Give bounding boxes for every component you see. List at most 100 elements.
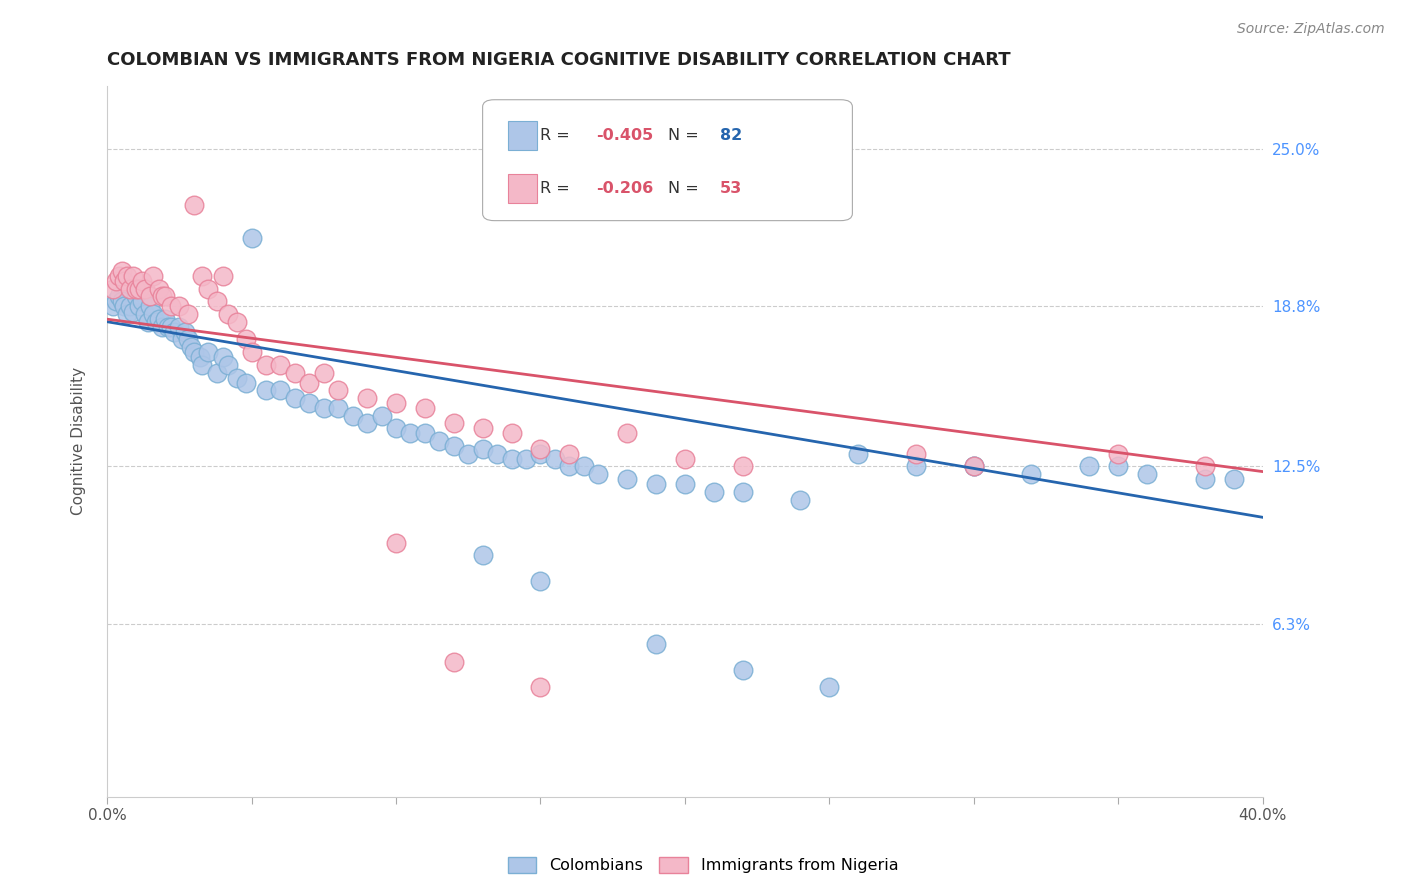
Point [142,307,165,321]
Point [529,442,551,456]
Point [205,366,228,380]
Point [356,417,378,431]
Bar [508,121,537,150]
Point [120,300,142,314]
Text: N =: N = [668,128,703,143]
Point [172,333,194,347]
Point [117,268,139,283]
Point [443,655,465,669]
Point [104,274,127,288]
Point [131,294,153,309]
Point [1078,459,1101,474]
Point [328,401,350,415]
Point [413,401,436,415]
Text: 53: 53 [720,181,742,196]
Point [235,333,257,347]
Point [471,421,494,435]
Point [142,268,165,283]
Point [125,289,148,303]
Point [385,396,408,410]
Point [904,447,927,461]
Point [1107,447,1129,461]
Point [240,231,263,245]
Point [544,451,567,466]
Point [443,439,465,453]
Point [731,459,754,474]
Point [145,315,167,329]
Point [457,447,479,461]
Point [104,294,127,309]
Point [427,434,450,448]
Point [180,340,202,354]
Point [174,325,197,339]
Point [134,282,156,296]
Point [443,417,465,431]
Point [217,307,239,321]
Point [156,319,179,334]
Point [177,307,200,321]
Point [645,477,668,491]
Point [572,459,595,474]
Point [486,447,509,461]
Point [818,681,841,695]
Point [298,376,321,390]
Point [789,492,811,507]
Point [558,459,581,474]
Point [183,198,205,212]
Point [298,396,321,410]
Point [471,549,494,563]
Point [370,409,392,423]
Point [107,289,129,303]
Point [139,289,162,303]
Point [128,300,150,314]
Point [177,333,200,347]
Point [191,358,214,372]
Point [963,459,986,474]
Point [1194,459,1216,474]
Point [134,307,156,321]
Point [226,315,249,329]
Point [217,358,239,372]
Point [150,319,173,334]
Point [284,391,307,405]
Point [226,370,249,384]
Point [117,307,139,321]
Point [269,358,291,372]
Point [191,268,214,283]
Text: R =: R = [540,181,575,196]
Point [112,274,135,288]
Point [120,282,142,296]
Y-axis label: Cognitive Disability: Cognitive Disability [72,367,86,516]
Point [963,459,986,474]
Point [399,426,422,441]
Point [169,319,191,334]
Point [110,264,132,278]
Point [558,447,581,461]
Text: N =: N = [668,181,703,196]
Point [254,384,277,398]
Point [101,300,124,314]
Point [846,447,869,461]
Point [284,366,307,380]
Point [110,294,132,309]
Bar [508,175,537,202]
Point [703,484,725,499]
Point [1021,467,1043,482]
Point [107,268,129,283]
Point [673,451,696,466]
Point [128,282,150,296]
Point [529,574,551,588]
Point [153,289,176,303]
Point [162,325,184,339]
Point [963,459,986,474]
Point [1194,472,1216,486]
Point [385,535,408,549]
Point [471,442,494,456]
Point [183,345,205,359]
Point [731,663,754,677]
Point [616,472,638,486]
Point [328,384,350,398]
Point [211,351,233,365]
Point [211,268,233,283]
Point [153,312,176,326]
